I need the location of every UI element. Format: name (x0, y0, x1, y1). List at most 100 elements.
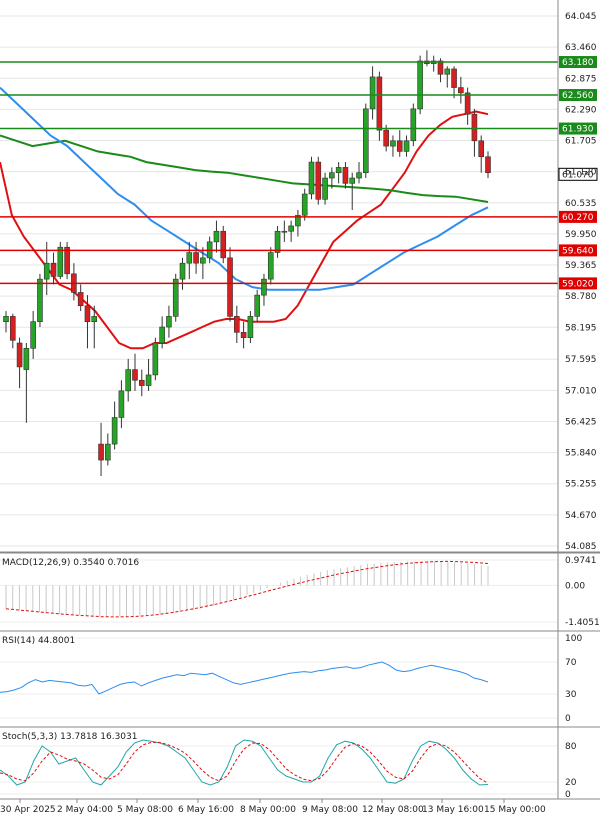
rsi-line (0, 661, 489, 695)
candle-body (186, 252, 193, 264)
candle-body (267, 252, 274, 280)
level-value: 60.270 (562, 213, 594, 223)
time-tick-label: 8 May 00:00 (240, 805, 296, 815)
candle-body (91, 316, 98, 323)
indicator-label: Stoch(5,3,3) 13.7818 16.3031 (2, 732, 137, 742)
candle-body (363, 108, 369, 174)
candle-body (105, 443, 111, 461)
price-tick-label: 55.255 (565, 480, 597, 490)
stoch-d-line (0, 741, 489, 784)
time-tick-label: 5 May 08:00 (117, 805, 173, 815)
candle-body (193, 252, 199, 264)
candle-body (383, 129, 389, 147)
price-tick-label: 63.460 (565, 43, 597, 53)
time-tick-label: 30 Apr 2025 (0, 805, 56, 815)
candle-body (349, 177, 356, 184)
candle-body (240, 332, 247, 338)
candle-body (50, 262, 57, 277)
price-axis: 64.045 63.460 62.875 62.290 61.705 61.120 60.5… (565, 12, 597, 552)
candle-body (166, 316, 172, 328)
current-price-value: 61.070 (562, 170, 594, 180)
candle-body (322, 177, 328, 200)
candle-body (281, 230, 288, 233)
level-tag (559, 244, 597, 257)
level-tag (559, 56, 597, 69)
level-tag (559, 210, 597, 223)
level-tag (559, 277, 597, 290)
candle-body (16, 342, 23, 368)
candle-body (417, 60, 423, 110)
candle-body (213, 230, 220, 243)
level-value: 59.020 (562, 279, 594, 289)
candle-body (84, 305, 91, 323)
candle-body (3, 316, 9, 323)
candle-body (390, 140, 396, 147)
candle-body (30, 321, 36, 349)
rsi-panel: 100 70 30 0 RSI(14) 44.8001 (0, 630, 600, 724)
panel-tick-label: 80 (565, 742, 577, 752)
candle-body (437, 60, 444, 75)
macd-panel: 0.9741 0.00 -1.4051 MACD(12,26,9) 0.3540 0.… (0, 552, 600, 628)
candle-body (200, 257, 206, 264)
panel-tick-label: 70 (565, 658, 577, 668)
candles (3, 50, 491, 477)
candle-body (152, 342, 159, 376)
panel-tick-label: 30 (565, 690, 577, 700)
candle-body (43, 262, 50, 280)
candle-body (329, 172, 335, 179)
candle-body (179, 262, 186, 280)
level-lines: 63.180 62.560 61.930 60.270 59.640 59.020 61.0… (0, 56, 598, 290)
level-value: 62.560 (562, 91, 594, 101)
stoch-panel: 80 20 0 Stoch(5,3,3) 13.7818 16.3031 (0, 726, 600, 800)
level-value: 63.180 (562, 58, 594, 68)
price-tick-label: 54.085 (565, 542, 597, 552)
candle-body (9, 316, 16, 341)
candle-body (464, 92, 471, 115)
candle-body (172, 278, 179, 317)
panel-tick-label: 0 (565, 790, 571, 800)
level-tag (559, 122, 597, 135)
time-tick-label: 2 May 04:00 (57, 805, 113, 815)
candle-body (125, 369, 131, 392)
time-tick-label: 6 May 16:00 (178, 805, 234, 815)
candle-body (288, 225, 294, 232)
ma_red-line (0, 110, 489, 350)
frame (0, 0, 600, 799)
price-tick-label: 59.950 (565, 230, 597, 240)
candle-body (369, 76, 376, 110)
price-tick-label: 58.195 (565, 323, 597, 333)
candle-body (295, 214, 301, 227)
candle-body (403, 140, 410, 152)
candle-body (458, 87, 464, 94)
candle-body (376, 76, 383, 131)
price-tick-label: 56.425 (565, 417, 597, 427)
price-tick-label: 64.045 (565, 12, 597, 22)
price-tick-label: 57.595 (565, 355, 597, 365)
candle-body (485, 156, 491, 174)
candle-body (64, 246, 70, 275)
candle-body (335, 167, 342, 174)
current-price-tag (558, 167, 598, 181)
candle-body (308, 161, 315, 195)
candle-body (471, 113, 478, 142)
candle-body (227, 257, 233, 317)
panel-tick-label: 100 (565, 634, 582, 644)
candle-body (37, 278, 43, 323)
candle-body (23, 348, 30, 370)
candle-body (247, 316, 254, 338)
price-tick-label: 61.705 (565, 137, 597, 147)
candle-body (132, 369, 138, 381)
candle-body (451, 68, 457, 88)
candle-body (274, 230, 281, 253)
indicator-label: RSI(14) 44.8001 (2, 636, 75, 646)
candle-body (138, 379, 145, 386)
candle-body (234, 316, 240, 333)
candle-body (396, 140, 403, 152)
panel-tick-label: 0 (565, 714, 571, 724)
price-tick-label: 60.535 (565, 199, 597, 209)
macd-signal-line (5, 560, 489, 618)
time-tick-label: 15 May 00:00 (484, 805, 546, 815)
time-tick-label: 13 May 16:00 (422, 805, 484, 815)
candle-body (77, 292, 84, 307)
